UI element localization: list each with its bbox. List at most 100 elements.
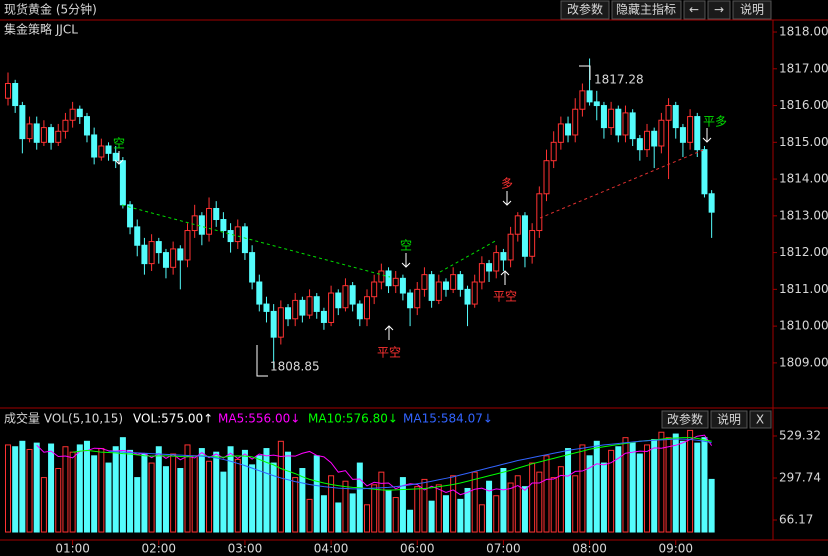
candle-body	[507, 233, 514, 261]
button-label[interactable]: ←	[689, 3, 699, 17]
volume-bar	[672, 433, 679, 533]
volume-bar	[385, 489, 392, 533]
candle-body	[76, 108, 83, 118]
volume-bar	[98, 448, 105, 533]
volume-bar	[69, 451, 76, 533]
candle-body	[277, 307, 284, 338]
candle-body	[335, 292, 342, 309]
candle-body	[593, 101, 600, 107]
candle-body	[414, 288, 421, 309]
signal-arrow	[702, 128, 712, 143]
x-tick-label: 09:00	[658, 542, 693, 556]
volume-bar	[249, 464, 256, 533]
candle-body	[600, 105, 607, 129]
candle-body	[91, 134, 98, 158]
volume-bar	[127, 449, 134, 533]
volume-bar	[687, 429, 694, 533]
volume-bar	[263, 448, 270, 533]
high-marker	[579, 65, 591, 80]
candle-body	[127, 204, 134, 228]
volume-bar	[313, 455, 320, 533]
volume-bar	[55, 468, 62, 533]
volume-bar	[299, 468, 306, 533]
candle-body	[155, 241, 162, 254]
candle-body	[55, 130, 62, 143]
volume-bar	[579, 444, 586, 533]
candle-body	[651, 130, 658, 147]
volume-bar	[119, 437, 126, 533]
volume-bar	[256, 455, 263, 533]
volume-bar	[557, 466, 564, 533]
button-label[interactable]: 说明	[740, 2, 764, 17]
candle-body	[19, 105, 26, 140]
button-label[interactable]: 改参数	[667, 412, 703, 427]
volume-bar	[177, 468, 184, 533]
volume-bar	[105, 462, 112, 533]
volume-bar	[241, 449, 248, 533]
button-label[interactable]: X	[756, 413, 764, 427]
signal-label: 平空	[377, 346, 401, 360]
button[interactable]	[611, 0, 682, 20]
candle-body	[471, 281, 478, 305]
volume-bar	[428, 500, 435, 533]
candle-body	[701, 149, 708, 195]
button[interactable]	[732, 0, 772, 20]
volume-bar	[464, 487, 471, 533]
volume-bar	[349, 493, 356, 533]
volume-bar	[356, 462, 363, 533]
x-tick-label: 06:00	[400, 542, 435, 556]
volume-bar	[435, 484, 442, 533]
volume-bar	[371, 484, 378, 533]
volume-title: 成交量 VOL(5,10,15)	[4, 411, 123, 426]
signal-arrow	[502, 191, 512, 206]
readout: MA5:556.00↓	[218, 412, 300, 426]
candle-body	[679, 127, 686, 143]
button[interactable]	[683, 0, 706, 20]
x-tick-label: 01:00	[55, 542, 90, 556]
candle-body	[550, 141, 557, 162]
volume-bar	[651, 438, 658, 533]
candle-body	[26, 123, 33, 140]
button-label[interactable]: 隐藏主指标	[616, 2, 676, 17]
volume-bar	[399, 477, 406, 533]
candle-body	[299, 299, 306, 316]
candle-body	[694, 116, 701, 151]
candle-body	[213, 207, 220, 221]
volume-bar	[184, 444, 191, 533]
candle-body	[83, 116, 90, 136]
volume-bar	[392, 497, 399, 533]
y-tick-label: 1811.00	[779, 282, 828, 296]
button-label[interactable]: 改参数	[567, 2, 603, 17]
volume-bar	[665, 437, 672, 533]
candle-body	[141, 244, 148, 265]
volume-bar	[694, 442, 701, 533]
candle-body	[572, 108, 579, 136]
volume-bar	[19, 440, 26, 533]
candle-body	[40, 127, 47, 143]
candle-body	[672, 105, 679, 129]
button-label[interactable]: →	[714, 3, 724, 17]
high-label: 1817.28	[594, 73, 644, 87]
volume-bar	[572, 475, 579, 533]
button[interactable]	[707, 0, 731, 20]
candle-body	[148, 241, 155, 265]
volume-bar	[615, 446, 622, 533]
x-tick-label: 03:00	[228, 542, 263, 556]
button[interactable]	[749, 410, 772, 429]
button[interactable]	[560, 0, 610, 20]
button-label[interactable]: 说明	[717, 412, 741, 427]
candle-body	[349, 285, 356, 305]
volume-bar	[514, 475, 521, 533]
volume-bar	[48, 443, 55, 533]
candle-body	[206, 207, 213, 235]
volume-bar	[378, 471, 385, 533]
candle-body	[198, 215, 205, 235]
volume-bar	[148, 462, 155, 533]
y-tick-label: 1809.00	[779, 355, 828, 369]
button[interactable]	[710, 410, 748, 429]
candle-body	[399, 277, 406, 294]
volume-bar	[701, 437, 708, 533]
volume-bar	[442, 495, 449, 533]
button[interactable]	[661, 410, 709, 429]
readout: VOL:575.00↑	[133, 412, 213, 426]
